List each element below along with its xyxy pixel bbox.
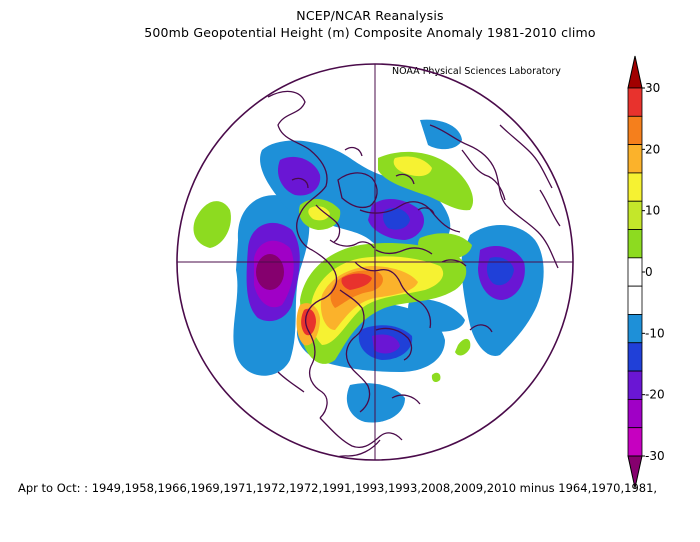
colorbar-tick-label: 0 xyxy=(645,265,653,279)
positive-anomaly-central xyxy=(296,243,467,364)
colorbar-swatch xyxy=(627,200,643,230)
colorbar-swatch xyxy=(627,370,643,400)
colorbar-tick-label: -10 xyxy=(645,326,665,340)
negative-anomaly-arctic xyxy=(260,119,462,254)
colorbar-swatch xyxy=(627,314,643,344)
colorbar: 30 20 10 0 -10 -20 -30 xyxy=(627,55,665,489)
footer-years: Apr to Oct: : 1949,1958,1966,1969,1971,1… xyxy=(18,481,658,495)
colorbar-tick-label: -20 xyxy=(645,388,665,402)
coastlines xyxy=(267,90,561,460)
anomaly-field xyxy=(233,119,544,423)
colorbar-tick-label: 20 xyxy=(645,142,660,156)
colorbar-swatch xyxy=(627,285,643,315)
colorbar-tick-label: -30 xyxy=(645,449,665,463)
colorbar-swatch xyxy=(627,172,643,202)
positive-anomaly-small-cells xyxy=(299,198,471,383)
colorbar-swatch xyxy=(627,144,643,174)
positive-anomaly-far-west xyxy=(193,201,231,248)
negative-anomaly-pacific xyxy=(233,195,310,376)
negative-anomaly-eurasia xyxy=(408,224,544,356)
colorbar-tick-label: 30 xyxy=(645,81,660,95)
map-boundary xyxy=(176,63,574,461)
colorbar-swatch xyxy=(627,229,643,259)
colorbar-tick-label: 10 xyxy=(645,204,660,218)
chart-title: NCEP/NCAR Reanalysis xyxy=(296,8,444,23)
colorbar-top-arrow xyxy=(627,55,643,89)
colorbar-swatch xyxy=(627,87,643,117)
credit-label: NOAA Physical Sciences Laboratory xyxy=(392,66,561,77)
colorbar-swatch xyxy=(627,427,643,457)
colorbar-swatch xyxy=(627,257,643,287)
negative-anomaly-atlantic xyxy=(296,302,445,423)
colorbar-swatch xyxy=(627,342,643,372)
colorbar-swatch xyxy=(627,115,643,146)
colorbar-swatch xyxy=(627,398,643,429)
chart-subtitle: 500mb Geopotential Height (m) Composite … xyxy=(144,25,596,40)
colorbar-bottom-arrow xyxy=(627,455,643,489)
